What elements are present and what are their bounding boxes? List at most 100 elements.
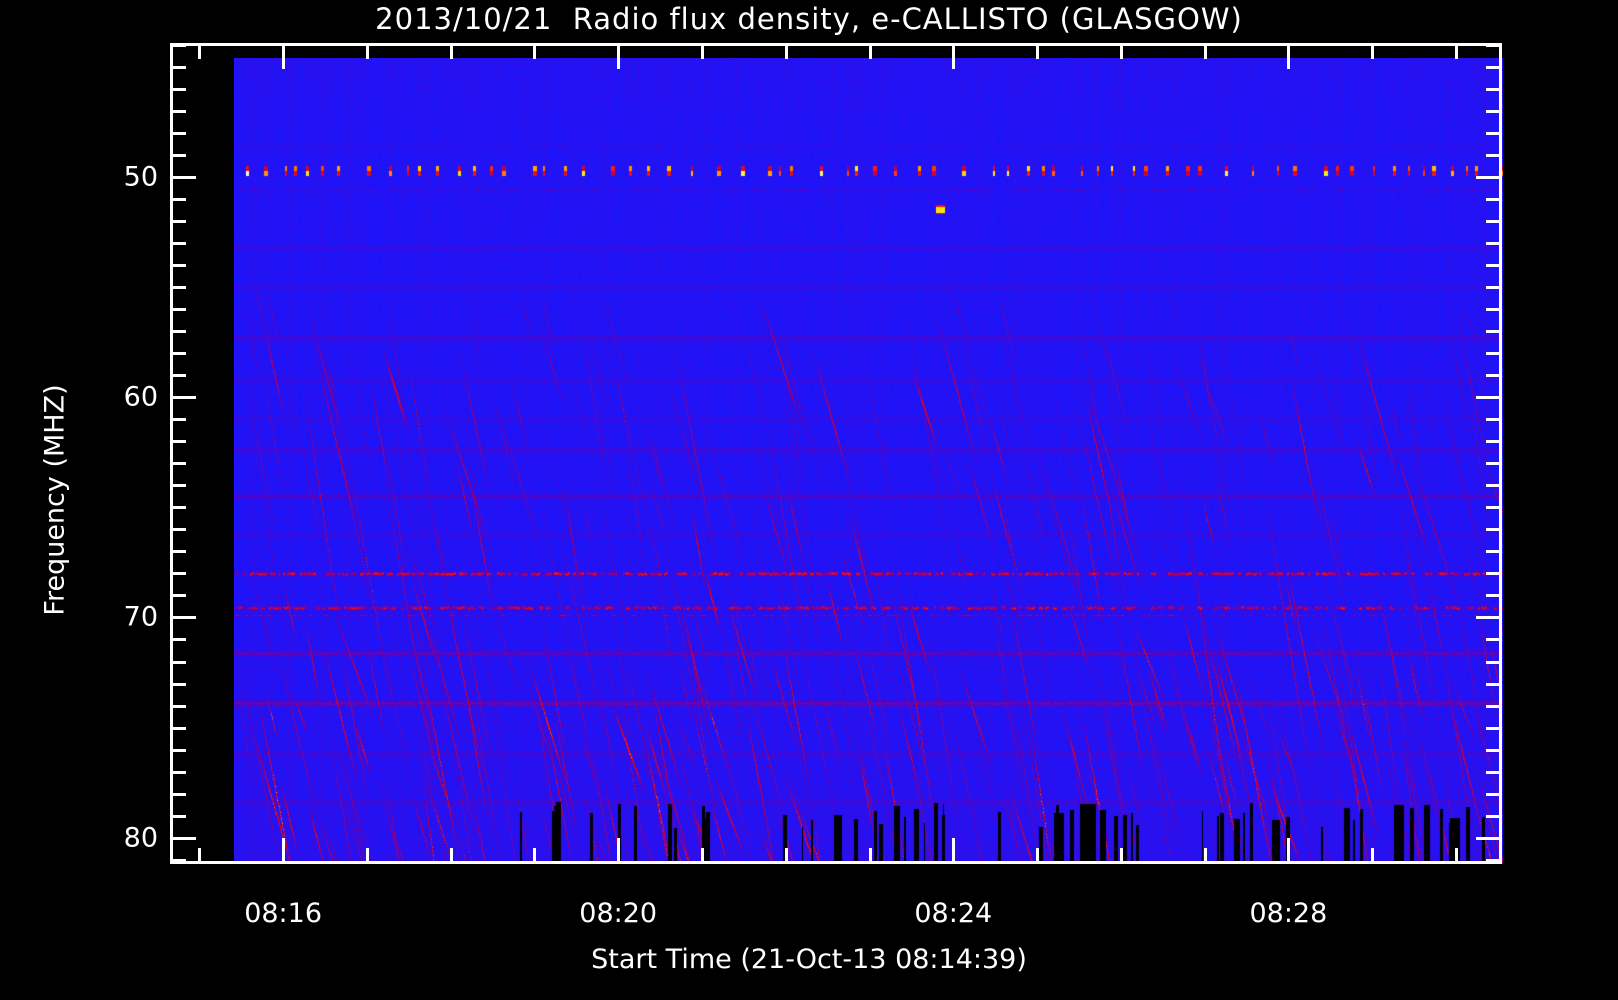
y-minor-tick-right xyxy=(1486,638,1502,642)
y-tick-label: 80 xyxy=(123,822,158,854)
y-minor-tick xyxy=(170,594,186,598)
x-major-tick xyxy=(952,838,956,864)
spectrogram-canvas xyxy=(234,58,1503,864)
x-tick-label: 08:28 xyxy=(1249,898,1328,929)
y-minor-tick xyxy=(170,550,186,554)
x-minor-tick xyxy=(784,848,788,864)
y-major-tick xyxy=(170,176,196,180)
y-minor-tick xyxy=(170,418,186,422)
y-axis-title: Frequency (MHZ) xyxy=(39,384,71,616)
y-minor-tick xyxy=(170,506,186,510)
y-minor-tick-right xyxy=(1486,462,1502,466)
y-minor-tick xyxy=(170,286,186,290)
x-minor-tick xyxy=(449,848,453,864)
y-minor-tick xyxy=(170,330,186,334)
y-minor-tick xyxy=(170,264,186,268)
y-minor-tick xyxy=(170,572,186,576)
x-minor-tick-top xyxy=(1119,43,1123,59)
y-minor-tick xyxy=(170,726,186,730)
x-minor-tick-top xyxy=(449,43,453,59)
y-minor-tick xyxy=(170,528,186,532)
y-major-tick-right xyxy=(1476,176,1502,180)
y-minor-tick-right xyxy=(1486,198,1502,202)
y-minor-tick xyxy=(170,660,186,664)
y-minor-tick xyxy=(170,374,186,378)
y-minor-tick-right xyxy=(1486,264,1502,268)
y-minor-tick-right xyxy=(1486,286,1502,290)
y-tick-label: 60 xyxy=(123,381,158,413)
y-minor-tick-right xyxy=(1486,748,1502,752)
y-minor-tick xyxy=(170,308,186,312)
x-minor-tick-top xyxy=(365,43,369,59)
y-tick-label: 50 xyxy=(123,161,158,193)
y-minor-tick-right xyxy=(1486,528,1502,532)
x-minor-tick-top xyxy=(198,43,202,59)
y-minor-tick xyxy=(170,748,186,752)
x-minor-tick-top xyxy=(700,43,704,59)
y-minor-tick xyxy=(170,110,186,114)
x-minor-tick xyxy=(1371,848,1375,864)
y-minor-tick-right xyxy=(1486,704,1502,708)
spectrogram-image xyxy=(234,58,1503,864)
x-minor-tick-top xyxy=(1203,43,1207,59)
x-minor-tick xyxy=(198,848,202,864)
y-minor-tick-right xyxy=(1486,66,1502,70)
y-major-tick-right xyxy=(1476,396,1502,400)
y-minor-tick xyxy=(170,484,186,488)
y-minor-tick-right xyxy=(1486,572,1502,576)
y-minor-tick xyxy=(170,770,186,774)
y-minor-tick-right xyxy=(1486,550,1502,554)
y-minor-tick xyxy=(170,638,186,642)
x-minor-tick-top xyxy=(1454,43,1458,59)
x-axis-title: Start Time (21-Oct-13 08:14:39) xyxy=(591,944,1027,975)
y-minor-tick xyxy=(170,88,186,92)
x-minor-tick xyxy=(365,848,369,864)
x-major-tick-top xyxy=(952,43,956,69)
y-minor-tick xyxy=(170,220,186,224)
y-minor-tick-right xyxy=(1486,44,1502,48)
y-tick-label: 70 xyxy=(123,601,158,633)
y-minor-tick-right xyxy=(1486,352,1502,356)
y-major-tick xyxy=(170,396,196,400)
y-minor-tick-right xyxy=(1486,374,1502,378)
x-minor-tick-top xyxy=(784,43,788,59)
y-minor-tick-right xyxy=(1486,484,1502,488)
y-minor-tick-right xyxy=(1486,242,1502,246)
y-minor-tick-right xyxy=(1486,506,1502,510)
y-minor-tick xyxy=(170,814,186,818)
x-tick-label: 08:24 xyxy=(914,898,993,929)
x-minor-tick xyxy=(1036,848,1040,864)
y-minor-tick xyxy=(170,154,186,158)
y-minor-tick-right xyxy=(1486,726,1502,730)
y-major-tick xyxy=(170,836,196,840)
y-minor-tick-right xyxy=(1486,330,1502,334)
axes-frame xyxy=(170,43,1502,864)
y-minor-tick-right xyxy=(1486,308,1502,312)
y-minor-tick xyxy=(170,440,186,444)
x-minor-tick xyxy=(1119,848,1123,864)
x-minor-tick xyxy=(533,848,537,864)
y-minor-tick xyxy=(170,242,186,246)
y-minor-tick-right xyxy=(1486,858,1502,862)
y-minor-tick xyxy=(170,682,186,686)
y-minor-tick xyxy=(170,858,186,862)
y-minor-tick xyxy=(170,44,186,48)
y-minor-tick-right xyxy=(1486,220,1502,224)
x-major-tick-top xyxy=(617,43,621,69)
y-major-tick xyxy=(170,616,196,620)
x-major-tick xyxy=(617,838,621,864)
x-minor-tick-top xyxy=(1036,43,1040,59)
x-minor-tick-top xyxy=(1371,43,1375,59)
x-minor-tick-top xyxy=(533,43,537,59)
x-tick-label: 08:20 xyxy=(579,898,658,929)
y-minor-tick xyxy=(170,66,186,70)
x-minor-tick xyxy=(1454,848,1458,864)
x-major-tick xyxy=(1287,838,1291,864)
y-major-tick-right xyxy=(1476,616,1502,620)
y-minor-tick-right xyxy=(1486,682,1502,686)
figure-title: 2013/10/21 Radio flux density, e-CALLIST… xyxy=(375,2,1243,36)
y-minor-tick-right xyxy=(1486,88,1502,92)
x-major-tick-top xyxy=(1287,43,1291,69)
x-minor-tick xyxy=(868,848,872,864)
